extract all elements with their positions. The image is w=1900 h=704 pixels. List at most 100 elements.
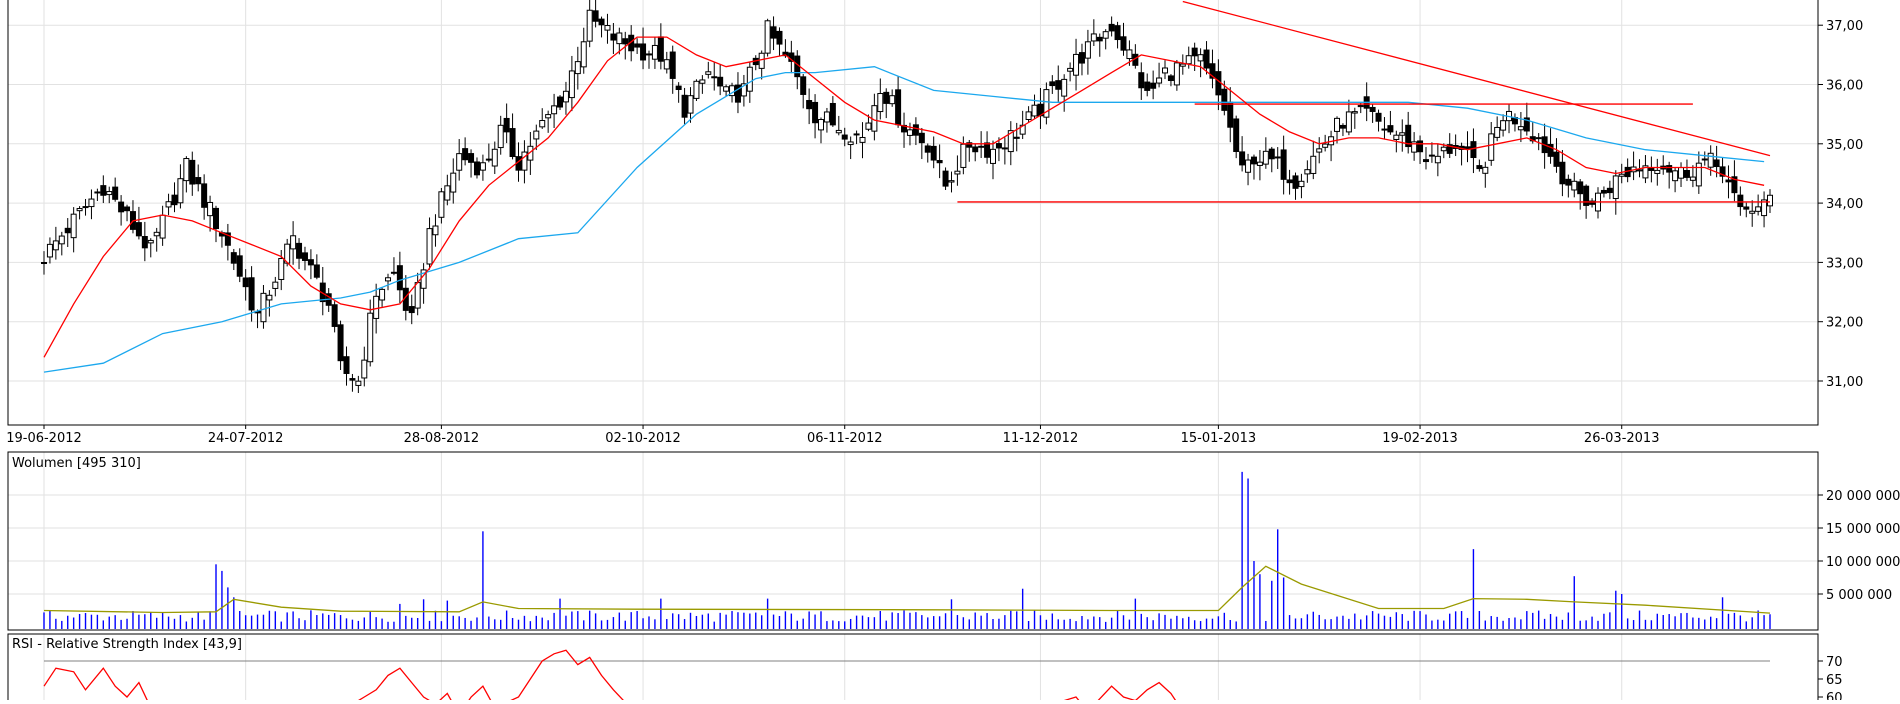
candle-body — [491, 148, 498, 167]
candle-body — [41, 262, 47, 265]
rsi-title: RSI - Relative Strength Index [43,9] — [12, 637, 242, 652]
candle-body — [1707, 152, 1714, 168]
candle-body — [1600, 189, 1607, 194]
candle-body — [236, 255, 243, 277]
candle-body — [675, 85, 682, 90]
candle-body — [764, 20, 771, 54]
candle-body — [995, 143, 1002, 149]
price-tick-label: 35,00 — [1826, 138, 1863, 153]
candle-body — [1689, 176, 1696, 181]
candle-body — [1399, 132, 1406, 136]
candle-body — [972, 146, 979, 153]
candle-body — [1606, 187, 1613, 194]
candle-body — [687, 95, 694, 114]
candle-body — [396, 265, 403, 291]
candle-body — [1138, 72, 1145, 89]
candle-body — [1767, 194, 1773, 207]
candle-body — [473, 161, 480, 176]
rsi-panel — [43, 649, 1770, 704]
candle-body — [592, 10, 599, 22]
candle-body — [112, 186, 119, 200]
x-tick-label: 11-12-2012 — [1003, 431, 1079, 446]
candle-body — [669, 51, 676, 79]
candle-body — [1274, 156, 1281, 159]
candle-body — [723, 86, 730, 92]
price-tick-label: 31,00 — [1826, 375, 1863, 390]
candle-body — [1672, 170, 1679, 182]
candle-body — [1108, 23, 1115, 32]
candle-body — [859, 136, 866, 143]
candle-body — [1049, 81, 1056, 87]
candle-body — [1286, 179, 1293, 184]
candle-body — [776, 30, 783, 45]
candle-body — [598, 18, 605, 26]
candle-body — [1191, 47, 1198, 57]
candle-body — [1428, 154, 1435, 157]
candle-body — [1375, 112, 1382, 122]
rsi-tick-label: 70 — [1826, 655, 1843, 670]
candle-body — [1654, 169, 1661, 174]
candle-body — [497, 124, 504, 149]
candle-body — [171, 194, 178, 206]
candle-body — [1025, 111, 1032, 120]
candle-body — [414, 282, 421, 309]
candle-body — [1719, 166, 1726, 177]
candle-body — [1245, 159, 1252, 173]
price-panel — [41, 0, 1773, 394]
candle-body — [1713, 159, 1720, 168]
candle-body — [823, 111, 830, 123]
candle-body — [1345, 111, 1352, 133]
candle-body — [699, 79, 706, 84]
candle-body — [1239, 151, 1246, 166]
candle-body — [1678, 167, 1685, 179]
candle-body — [224, 232, 231, 246]
candle-body — [1411, 141, 1418, 153]
candle-body — [877, 93, 884, 113]
candle-body — [1203, 49, 1210, 69]
candle-body — [1007, 130, 1014, 153]
candle-body — [1221, 88, 1228, 111]
volume-average-line — [43, 565, 1771, 614]
candle-body — [70, 213, 77, 239]
candle-body — [1683, 170, 1690, 178]
candle-body — [895, 89, 902, 126]
candle-body — [307, 259, 314, 266]
candle-body — [64, 227, 71, 234]
candle-body — [948, 180, 955, 183]
candle-body — [165, 201, 172, 208]
candle-body — [135, 222, 142, 237]
candle-body — [1339, 124, 1346, 129]
candle-body — [106, 191, 113, 196]
candle-body — [1233, 118, 1240, 152]
candle-body — [562, 90, 569, 103]
candle-body — [1334, 117, 1341, 132]
rsi-tick-label: 60 — [1826, 691, 1843, 700]
candle-body — [1535, 137, 1542, 140]
rsi-tick-label: 65 — [1826, 673, 1843, 688]
candle-body — [313, 264, 320, 278]
candle-body — [1731, 176, 1738, 194]
candle-body — [58, 235, 65, 245]
candle-body — [201, 183, 208, 208]
candle-body — [657, 36, 664, 62]
candle-body — [450, 172, 457, 193]
candle-body — [1440, 146, 1447, 152]
candle-body — [616, 32, 623, 45]
candle-body — [367, 312, 374, 363]
candle-body — [847, 141, 854, 146]
candle-body — [586, 9, 593, 42]
candle-body — [1120, 36, 1127, 51]
candle-body — [1577, 181, 1584, 195]
candle-body — [1357, 105, 1364, 108]
candle-body — [610, 33, 617, 41]
candle-body — [1422, 159, 1429, 163]
candle-body — [841, 134, 848, 140]
candle-body — [1256, 161, 1263, 166]
candle-body — [1215, 71, 1222, 96]
candle-body — [1126, 49, 1133, 60]
candle-body — [361, 359, 368, 379]
candle-body — [1268, 148, 1275, 160]
candle-body — [853, 133, 860, 136]
candle-body — [705, 71, 712, 75]
